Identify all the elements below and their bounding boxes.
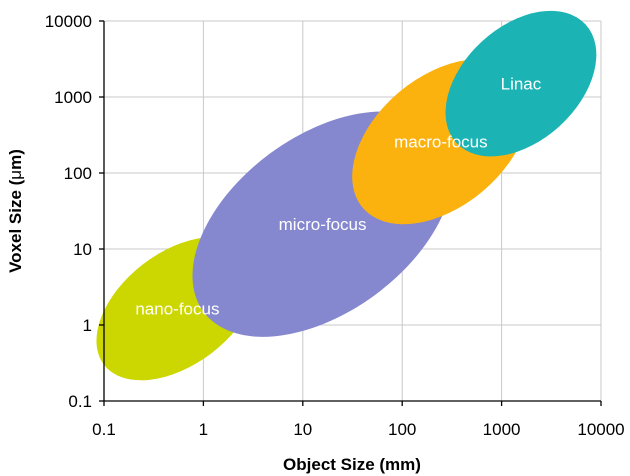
linac-region (445, 10, 597, 157)
axes (99, 20, 602, 406)
x-tick-label: 100 (388, 420, 416, 439)
y-axis-title-mu: μ (6, 170, 25, 180)
x-tick-label: 10000 (577, 420, 624, 439)
y-tick-label: 1000 (54, 88, 92, 107)
x-tick-label: 10 (293, 420, 312, 439)
y-tick-label: 1 (83, 316, 92, 335)
micro-focus-label: micro-focus (279, 215, 367, 234)
x-tick-label: 1 (199, 420, 208, 439)
x-tick-label: 1000 (483, 420, 521, 439)
y-tick-label: 10 (73, 240, 92, 259)
y-tick-label: 10000 (45, 12, 92, 31)
y-tick-label: 100 (64, 164, 92, 183)
y-axis-title: Voxel Size (μm) (6, 149, 25, 273)
tick-labels: 0.1 1 10 100 1000 10000 0.1 1 10 100 1000 10000 (45, 12, 625, 439)
macro-focus-label: macro-focus (394, 133, 488, 152)
nano-focus-label: nano-focus (135, 300, 219, 319)
linac-label: Linac (501, 75, 542, 94)
x-tick-label: 0.1 (92, 420, 116, 439)
regions (96, 10, 597, 381)
region-labels: nano-focus micro-focus macro-focus Linac (135, 75, 541, 319)
y-axis-title-suffix: m) (6, 149, 25, 170)
y-axis-title-prefix: Voxel Size ( (6, 179, 25, 273)
x-axis-title: Object Size (mm) (283, 455, 421, 474)
y-tick-label: 0.1 (68, 392, 92, 411)
